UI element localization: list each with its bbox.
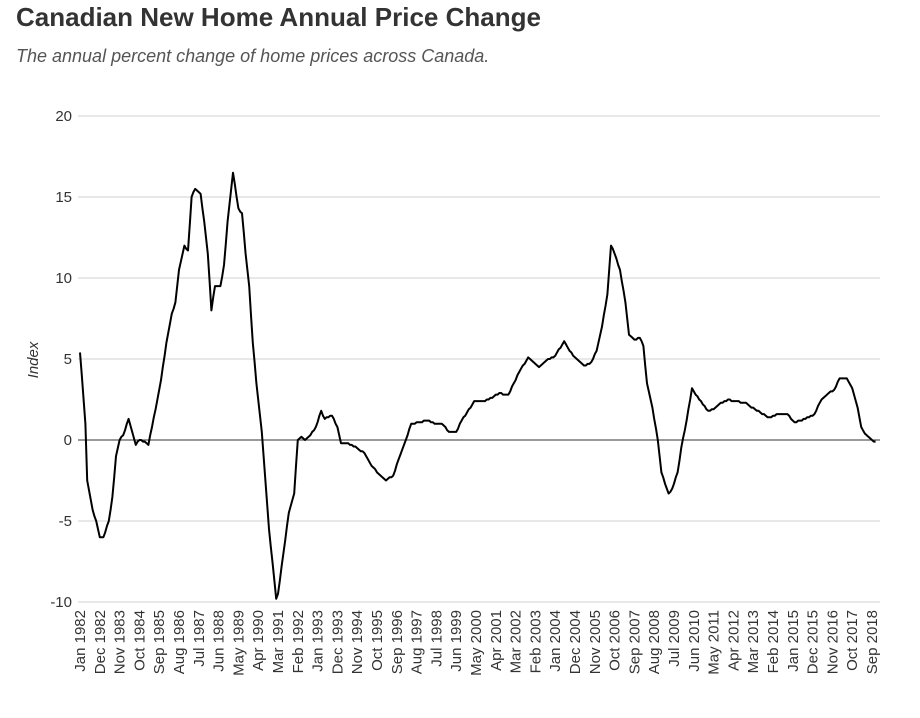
x-tick-label: Oct 2006 — [607, 610, 624, 671]
x-tick-label: Nov 2016 — [824, 610, 841, 674]
y-tick-label: 5 — [64, 351, 72, 368]
x-tick-label: Nov 1983 — [112, 610, 129, 674]
y-tick-label: -10 — [50, 594, 72, 611]
y-axis-label: Index — [25, 341, 42, 378]
x-tick-label: Sep 2007 — [626, 610, 643, 674]
x-tick-label: Jan 2004 — [547, 610, 564, 672]
x-tick-label: Aug 2008 — [646, 610, 663, 674]
x-tick-label: Jan 2015 — [785, 610, 802, 672]
x-tick-label: Oct 1995 — [369, 610, 386, 671]
x-tick-label: May 1989 — [230, 610, 247, 676]
x-tick-label: Jun 1999 — [448, 610, 465, 672]
x-tick-label: Feb 2014 — [765, 610, 782, 673]
x-tick-label: Jan 1993 — [310, 610, 327, 672]
x-tick-label: May 2000 — [468, 610, 485, 676]
x-tick-label: Sep 2018 — [864, 610, 881, 674]
chart-title: Canadian New Home Annual Price Change — [16, 2, 541, 32]
x-tick-label: Feb 1992 — [290, 610, 307, 673]
x-tick-label: Mar 1991 — [270, 610, 287, 673]
x-tick-label: Apr 2012 — [725, 610, 742, 671]
x-tick-label: Dec 1982 — [92, 610, 109, 674]
chart-subtitle: The annual percent change of home prices… — [16, 46, 489, 66]
x-tick-label: Jul 1987 — [191, 610, 208, 667]
x-tick-label: Mar 2002 — [508, 610, 525, 673]
x-tick-label: Oct 1984 — [131, 610, 148, 671]
x-tick-label: Sep 1996 — [389, 610, 406, 674]
x-tick-label: Sep 1985 — [151, 610, 168, 674]
x-tick-label: Aug 1997 — [409, 610, 426, 674]
y-tick-label: 10 — [55, 270, 72, 287]
x-tick-label: Dec 2004 — [567, 610, 584, 674]
x-tick-label: Nov 1994 — [349, 610, 366, 674]
x-tick-label: Oct 2017 — [844, 610, 861, 671]
x-tick-label: Feb 2003 — [527, 610, 544, 673]
x-tick-label: Mar 2013 — [745, 610, 762, 673]
x-tick-label: Nov 2005 — [587, 610, 604, 674]
x-tick-label: Apr 1990 — [250, 610, 267, 671]
y-tick-label: 0 — [64, 432, 72, 449]
x-tick-label: Jan 1982 — [72, 610, 89, 672]
x-tick-label: Aug 1986 — [171, 610, 188, 674]
y-tick-label: 15 — [55, 189, 72, 206]
x-tick-label: Jul 1998 — [428, 610, 445, 667]
data-line — [79, 171, 876, 600]
x-tick-label: Jun 2010 — [686, 610, 703, 672]
x-tick-label: May 2011 — [706, 610, 723, 675]
x-tick-label: Jun 1988 — [211, 610, 228, 672]
x-tick-label: Jul 2009 — [666, 610, 683, 667]
x-tick-label: Apr 2001 — [488, 610, 505, 671]
x-tick-label: Dec 1993 — [329, 610, 346, 674]
x-tick-label: Dec 2015 — [805, 610, 822, 674]
y-tick-label: 20 — [55, 108, 72, 125]
y-tick-label: -5 — [59, 513, 72, 530]
